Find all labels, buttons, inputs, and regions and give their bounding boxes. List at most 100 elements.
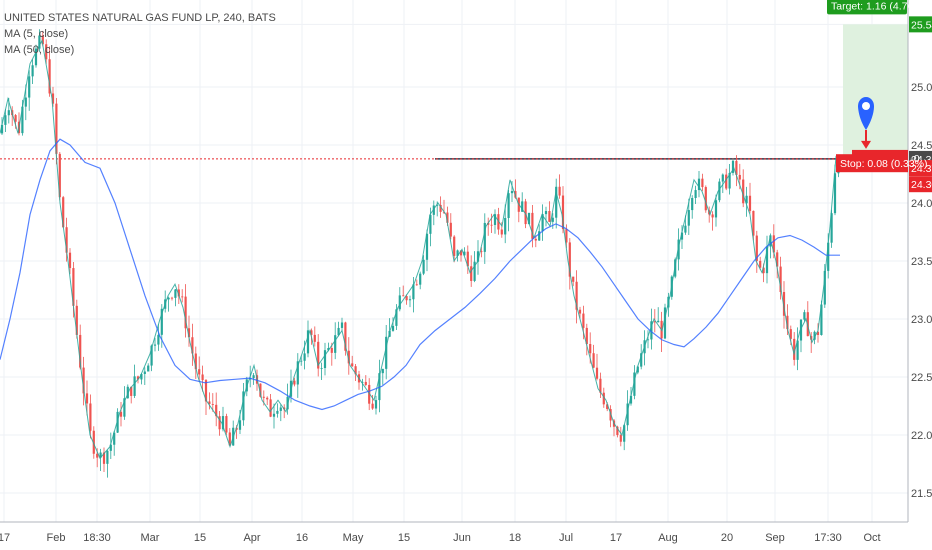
x-tick-label: 16 — [296, 532, 308, 544]
price-tag-label: 24.30 — [911, 179, 932, 191]
candle-body — [803, 312, 806, 320]
candle — [92, 426, 95, 459]
ma50-legend[interactable]: MA (50, close) — [4, 44, 75, 56]
candle-body — [147, 365, 150, 372]
candle-body — [296, 361, 299, 385]
candle-body — [738, 174, 741, 180]
candle-body — [327, 348, 330, 351]
candle — [143, 367, 146, 386]
candle — [422, 255, 425, 276]
candle-body — [578, 309, 582, 314]
candle-body — [344, 322, 347, 351]
candle-body — [541, 214, 544, 232]
candle — [194, 346, 197, 379]
candle-body — [619, 435, 622, 442]
candle-body — [136, 376, 140, 380]
candle-body — [446, 212, 449, 223]
candle-body — [228, 432, 231, 446]
candle-body — [432, 205, 435, 215]
candle-body — [782, 292, 786, 316]
y-tick-label: 23.00 — [911, 314, 932, 326]
candle — [191, 323, 194, 366]
candle-body — [657, 320, 660, 323]
candle — [803, 309, 806, 322]
candle-body — [259, 383, 262, 397]
candle-body — [714, 200, 718, 218]
candle-body — [742, 179, 745, 204]
candle-body — [697, 178, 701, 191]
candle-body — [204, 380, 208, 402]
candle — [293, 377, 296, 387]
candle — [646, 330, 650, 349]
candle-body — [731, 160, 735, 173]
candle-body — [439, 204, 442, 212]
candle-body — [531, 212, 534, 239]
candle-body — [711, 214, 714, 218]
chart-title: UNITED STATES NATURAL GAS FUND LP, 240, … — [4, 12, 276, 24]
candle — [405, 294, 408, 305]
candle-body — [483, 222, 486, 252]
candle-body — [527, 212, 531, 225]
candle-body — [449, 222, 452, 237]
candle-body — [99, 452, 102, 458]
candle-body — [510, 191, 514, 194]
candle — [548, 201, 551, 223]
candle-body — [412, 284, 415, 300]
candle — [714, 194, 718, 227]
candle — [483, 213, 486, 264]
candle — [82, 356, 85, 406]
candle-body — [793, 338, 796, 360]
candle-body — [7, 110, 10, 116]
candle — [337, 321, 340, 337]
candle-body — [75, 305, 78, 335]
candle-body — [755, 235, 758, 261]
candle — [453, 235, 456, 263]
candle — [68, 248, 72, 275]
candle-body — [262, 396, 265, 398]
candle — [272, 403, 276, 429]
candle — [170, 296, 174, 301]
candle-body — [62, 197, 65, 228]
candle — [755, 230, 758, 273]
candle-body — [650, 321, 653, 340]
candle-body — [303, 353, 306, 361]
candle-body — [187, 328, 191, 338]
candle-body — [646, 339, 650, 341]
candle-body — [150, 345, 153, 366]
candle-body — [109, 444, 112, 451]
target-label-box — [827, 0, 907, 15]
candle-body — [51, 93, 55, 104]
grid-lines — [0, 0, 908, 522]
candle — [320, 362, 323, 381]
candle — [538, 224, 541, 241]
candle-body — [599, 378, 602, 393]
y-tick-label: 23.50 — [911, 256, 932, 268]
candle-body — [317, 341, 320, 369]
candle — [391, 317, 395, 332]
candle-body — [626, 403, 629, 426]
candle — [419, 271, 422, 290]
candle-body — [830, 213, 833, 243]
x-axis-ticks: 17 Feb 18:30 Mar 15 Apr 16 May 15 Jun 18 Jul 17 Aug 20… — [0, 532, 881, 544]
candle — [330, 342, 333, 366]
candle — [147, 363, 150, 372]
candle — [153, 337, 157, 352]
candle — [4, 109, 7, 132]
candle-body — [561, 195, 565, 230]
candle-body — [762, 267, 765, 274]
candle-body — [721, 174, 724, 182]
candle — [459, 250, 463, 262]
candle-body — [140, 373, 143, 380]
candle — [374, 395, 378, 415]
candle — [378, 359, 381, 413]
ma5-legend[interactable]: MA (5, close) — [4, 28, 69, 40]
candle-body — [293, 380, 296, 385]
candle-body — [28, 76, 31, 98]
candle — [799, 319, 803, 353]
candle-body — [470, 266, 473, 281]
candle-body — [521, 201, 524, 212]
candle — [415, 279, 418, 286]
candle-body — [4, 115, 7, 125]
candle — [381, 368, 384, 385]
